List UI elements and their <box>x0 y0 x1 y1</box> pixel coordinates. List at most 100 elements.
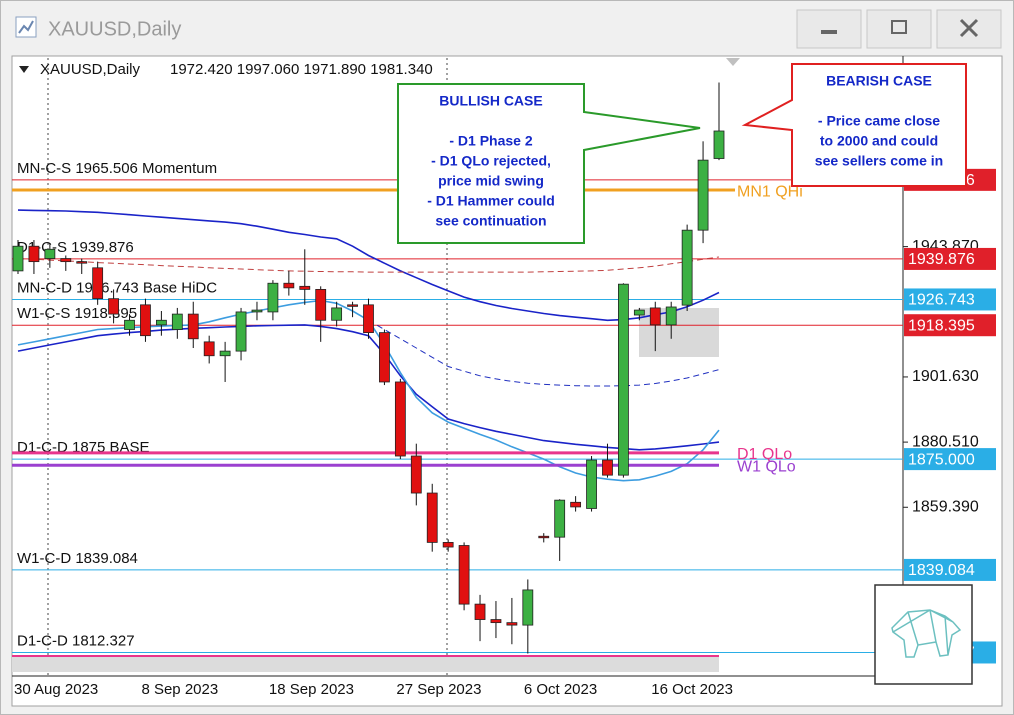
candle-body <box>538 535 550 539</box>
level-label: W1-C-D 1839.084 <box>17 550 138 567</box>
price-tag-label: 1839.084 <box>908 562 975 579</box>
candle-body <box>570 501 582 508</box>
candle-body <box>379 332 390 383</box>
callout-body: - D1 Phase 2 - D1 QLo rejected, price mid … <box>427 133 555 229</box>
x-tick-label: 30 Aug 2023 <box>14 681 98 698</box>
level-label: MN-C-D 1926.743 Base HiDC <box>17 279 217 296</box>
candle-body <box>267 282 279 313</box>
x-tick-label: 27 Sep 2023 <box>396 681 481 698</box>
callout-body: - Price came close to 2000 and could see s… <box>815 113 943 169</box>
candle-body <box>522 589 534 626</box>
candle-body <box>108 298 119 315</box>
candle-body <box>315 289 327 321</box>
x-tick-label: 6 Oct 2023 <box>524 681 597 698</box>
callout-line: - Price came close <box>818 113 940 129</box>
chart-ohlc: 1972.420 1997.060 1971.890 1981.340 <box>170 61 433 78</box>
bullish-callout: BULLISH CASE - D1 Phase 2 - D1 QLo reject… <box>397 83 701 244</box>
x-tick-label: 18 Sep 2023 <box>269 681 354 698</box>
callout-line: see continuation <box>435 213 546 229</box>
callout-line: - D1 Phase 2 <box>449 133 532 149</box>
candle-body <box>713 130 725 159</box>
candle-body <box>474 603 486 620</box>
price-tag-label: 1939.876 <box>908 251 975 268</box>
x-tick-label: 16 Oct 2023 <box>651 681 733 698</box>
price-tag-label: 1875.000 <box>908 451 975 468</box>
candle-body <box>586 459 597 509</box>
callout-line: price mid swing <box>438 173 544 189</box>
candle-body <box>251 309 263 313</box>
price-tag <box>904 558 996 581</box>
minimize-button[interactable] <box>796 9 862 49</box>
candle-body <box>203 341 215 357</box>
indicator-line <box>17 209 720 322</box>
window-title: XAUUSD,Daily <box>48 18 181 40</box>
level-label: D1-C-D 1812.327 <box>17 632 135 649</box>
close-button[interactable] <box>936 9 1002 49</box>
candle-body <box>363 304 374 334</box>
price-tag <box>904 448 996 471</box>
candle-body <box>28 245 40 263</box>
price-tag <box>904 314 996 337</box>
candle-body <box>649 307 661 326</box>
callout-line: to 2000 and could <box>820 133 938 149</box>
callout-line: - D1 Hammer could <box>427 193 555 209</box>
candle-body <box>665 306 677 326</box>
candle-body <box>92 267 104 300</box>
candle-body <box>219 350 231 357</box>
price-tag-label: 1926.743 <box>908 292 975 309</box>
candle-body <box>171 313 183 330</box>
price-tag <box>904 247 996 270</box>
y-tick-label: 1901.630 <box>912 368 979 385</box>
x-tick-label: 8 Sep 2023 <box>141 681 218 698</box>
candle-body <box>140 304 151 337</box>
candle-body <box>12 245 24 272</box>
candle-body <box>426 492 438 543</box>
y-tick-label: 1880.510 <box>912 433 979 450</box>
candle-body <box>458 545 470 605</box>
y-tick-label: 1859.390 <box>912 498 979 515</box>
candle-body <box>331 307 343 321</box>
candle-body <box>618 283 629 476</box>
callout-line: see sellers come in <box>815 153 943 169</box>
shift-marker <box>726 58 740 66</box>
chart-menu-arrow[interactable] <box>19 66 29 73</box>
candle-body <box>187 313 199 340</box>
callout-title: BULLISH CASE <box>439 93 542 109</box>
indicator-line <box>17 256 720 273</box>
price-tag-label: 1918.395 <box>908 317 975 334</box>
candle-body <box>554 499 566 538</box>
candle-body <box>44 248 56 259</box>
candle-body <box>394 381 406 457</box>
candle-body <box>506 622 518 626</box>
candle-body <box>235 311 247 352</box>
callout-title: BEARISH CASE <box>826 73 932 89</box>
candle-body <box>681 229 693 306</box>
bearish-callout: BEARISH CASE - Price came close to 2000 a… <box>741 63 967 187</box>
level-label: MN-C-S 1965.506 Momentum <box>17 160 217 177</box>
candle-body <box>155 319 167 326</box>
price-tag <box>904 288 996 311</box>
callout-line: - D1 QLo rejected, <box>431 153 551 169</box>
bottom-zone <box>12 656 719 672</box>
candle-body <box>410 455 422 494</box>
restore-button[interactable] <box>866 9 932 49</box>
candle-body <box>633 309 645 316</box>
logo <box>874 584 973 685</box>
window-icon <box>15 16 37 38</box>
overlays: BULLISH CASE - D1 Phase 2 - D1 QLo reject… <box>397 63 973 685</box>
candle-body <box>76 261 88 264</box>
band-label: MN1 QHi <box>737 183 803 200</box>
candle-body <box>490 619 502 624</box>
candle-body <box>442 542 454 548</box>
chart-symbol: XAUUSD,Daily <box>40 61 141 78</box>
candle-body <box>283 282 295 289</box>
candle-body <box>299 285 311 290</box>
candle-body <box>124 319 135 330</box>
candle-body <box>60 258 72 263</box>
candle-body <box>697 159 709 231</box>
band-label: D1 QLo <box>737 446 792 463</box>
band-label: W1 QLo <box>737 458 796 475</box>
